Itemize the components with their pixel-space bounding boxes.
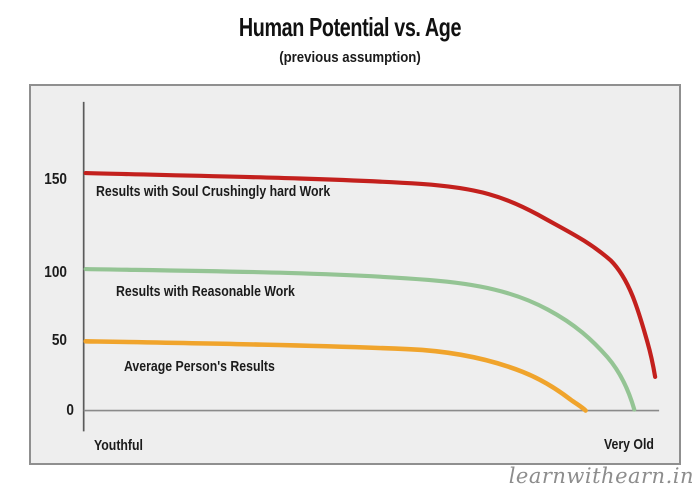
x-axis-label-very-old: Very Old: [604, 436, 654, 453]
curve-label-soul-crushing: Results with Soul Crushingly hard Work: [96, 183, 331, 200]
curve-label-reasonable: Results with Reasonable Work: [116, 283, 295, 300]
chart-panel: 150 100 50 0 Results with Soul Crushingl…: [29, 84, 681, 465]
watermark-text: learnwithearn.in: [508, 464, 694, 488]
y-tick-150: 150: [44, 171, 67, 188]
page-title: Human Potential vs. Age: [238, 12, 462, 42]
chart-canvas: [82, 101, 660, 432]
y-tick-50: 50: [51, 332, 67, 349]
x-axis-label-youthful: Youthful: [94, 437, 143, 454]
curve-label-average: Average Person's Results: [124, 358, 275, 375]
curve-soul-crushing-line: [83, 170, 658, 379]
curve-average-line: [83, 339, 588, 413]
curve-reasonable-line: [83, 266, 637, 412]
y-tick-100: 100: [44, 264, 67, 281]
y-tick-0: 0: [66, 402, 74, 419]
page-subtitle: (previous assumption): [279, 49, 421, 66]
